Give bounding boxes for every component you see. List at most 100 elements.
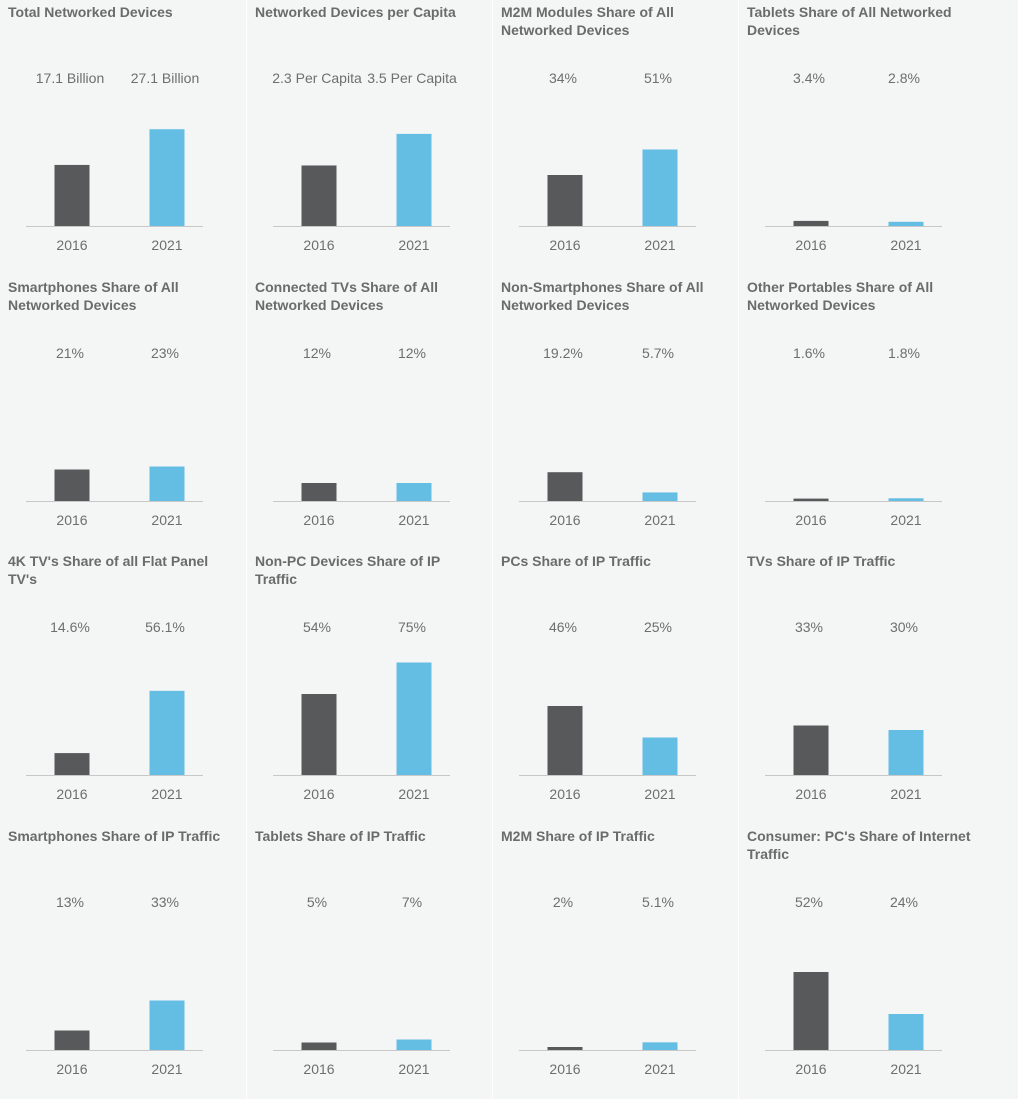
data-label: 24%: [890, 894, 918, 910]
bar-2021: [149, 690, 185, 775]
bar-2021: [396, 133, 432, 226]
x-tick-label: 2021: [644, 786, 675, 802]
x-tick-label: 2016: [795, 512, 826, 528]
chart-panel-8: Other Portables Share of All Networked D…: [738, 275, 984, 550]
data-label: 3.4%: [793, 70, 825, 86]
x-tick-label: 2021: [890, 786, 921, 802]
data-label: 2%: [553, 894, 573, 910]
chart-title: Non-Smartphones Share of All Networked D…: [501, 279, 704, 313]
chart-panel-5: Smartphones Share of All Networked Devic…: [0, 275, 246, 550]
chart-title: Non-PC Devices Share of IP Traffic: [255, 553, 440, 587]
chart-title: M2M Modules Share of All Networked Devic…: [501, 4, 674, 38]
x-tick-label: 2021: [398, 512, 429, 528]
data-label: 7%: [402, 894, 422, 910]
x-tick-label: 2021: [644, 1061, 675, 1077]
chart-title: Tablets Share of IP Traffic: [255, 828, 426, 844]
chart-title: Smartphones Share of All Networked Devic…: [8, 279, 179, 313]
data-label: 17.1 Billion: [36, 70, 105, 86]
bar-chart: 13% 2016 33% 2021: [26, 894, 203, 1077]
bar-2016: [301, 165, 337, 226]
chart-title: Connected TVs Share of All Networked Dev…: [255, 279, 439, 313]
chart-panel-14: Tablets Share of IP Traffic 5% 2016 7% 2021: [246, 824, 492, 1099]
x-tick-label: 2021: [644, 512, 675, 528]
chart-panel-6: Connected TVs Share of All Networked Dev…: [246, 275, 492, 550]
data-label: 19.2%: [543, 345, 583, 361]
chart-panel-4: Tablets Share of All Networked Devices 3.…: [738, 0, 984, 275]
data-label: 2.3 Per Capita: [272, 70, 362, 86]
bar-2021: [149, 1000, 185, 1050]
x-tick-label: 2016: [303, 237, 334, 253]
data-label: 23%: [151, 345, 179, 361]
bar-chart: 5% 2016 7% 2021: [273, 894, 450, 1077]
chart-panel-2: Networked Devices per Capita 2.3 Per Capi…: [246, 0, 492, 275]
data-label: 1.6%: [793, 345, 825, 361]
bar-2021: [642, 1042, 678, 1050]
x-tick-label: 2021: [151, 512, 182, 528]
bar-2021: [642, 737, 678, 775]
bar-2016: [547, 1047, 583, 1050]
x-tick-label: 2016: [795, 1061, 826, 1077]
data-label: 5.7%: [642, 345, 674, 361]
x-tick-label: 2016: [795, 237, 826, 253]
chart-panel-13: Smartphones Share of IP Traffic 13% 2016 33…: [0, 824, 246, 1099]
data-label: 1.8%: [888, 345, 920, 361]
x-tick-label: 2016: [795, 786, 826, 802]
data-label: 12%: [398, 345, 426, 361]
chart-title: Consumer: PC's Share of Internet Traffic: [747, 828, 971, 862]
data-label: 75%: [398, 619, 426, 635]
x-tick-label: 2016: [549, 786, 580, 802]
bar-2016: [793, 972, 829, 1050]
x-tick-label: 2021: [398, 786, 429, 802]
bar-2021: [149, 129, 185, 226]
x-tick-label: 2016: [549, 512, 580, 528]
bar-2016: [54, 469, 90, 501]
bar-chart: 33% 2016 30% 2021: [765, 619, 942, 802]
chart-title: Networked Devices per Capita: [255, 4, 456, 20]
chart-title: 4K TV's Share of all Flat Panel TV's: [8, 553, 209, 587]
data-label: 12%: [303, 345, 331, 361]
chart-panel-16: Consumer: PC's Share of Internet Traffic…: [738, 824, 984, 1099]
data-label: 25%: [644, 619, 672, 635]
data-label: 33%: [795, 619, 823, 635]
x-tick-label: 2021: [644, 237, 675, 253]
bar-2016: [301, 1042, 337, 1050]
bar-2016: [301, 483, 337, 501]
x-tick-label: 2021: [398, 1061, 429, 1077]
x-tick-label: 2016: [549, 1061, 580, 1077]
chart-panel-11: PCs Share of IP Traffic 46% 2016 25% 2021: [492, 549, 738, 824]
data-label: 30%: [890, 619, 918, 635]
bar-2021: [396, 662, 432, 775]
bar-2016: [54, 753, 90, 775]
chart-title: Other Portables Share of All Networked D…: [747, 279, 934, 313]
x-tick-label: 2021: [398, 237, 429, 253]
bar-2016: [547, 706, 583, 775]
bar-2021: [888, 730, 924, 775]
bar-2021: [396, 483, 432, 501]
data-label: 3.5 Per Capita: [367, 70, 457, 86]
bar-2016: [793, 220, 829, 226]
chart-title: PCs Share of IP Traffic: [501, 553, 651, 569]
chart-title: Tablets Share of All Networked Devices: [747, 4, 952, 38]
chart-panel-7: Non-Smartphones Share of All Networked D…: [492, 275, 738, 550]
data-label: 2.8%: [888, 70, 920, 86]
data-label: 33%: [151, 894, 179, 910]
chart-panel-9: 4K TV's Share of all Flat Panel TV's 14.6…: [0, 549, 246, 824]
bar-2016: [793, 498, 829, 501]
bar-2021: [396, 1039, 432, 1050]
x-tick-label: 2021: [890, 237, 921, 253]
x-tick-label: 2016: [56, 237, 87, 253]
bar-2016: [547, 175, 583, 226]
bar-2021: [888, 221, 924, 226]
bar-chart: 17.1 Billion 2016 27.1 Billion 2021: [26, 70, 203, 253]
bar-2021: [642, 149, 678, 226]
bar-chart: 2.3 Per Capita 2016 3.5 Per Capita 2021: [272, 70, 457, 253]
data-label: 13%: [56, 894, 84, 910]
x-tick-label: 2016: [549, 237, 580, 253]
data-label: 34%: [549, 70, 577, 86]
chart-grid: Total Networked Devices 17.1 Billion 2016 2…: [0, 0, 984, 1099]
x-tick-label: 2016: [56, 1061, 87, 1077]
x-tick-label: 2021: [151, 1061, 182, 1077]
data-label: 5.1%: [642, 894, 674, 910]
x-tick-label: 2021: [890, 512, 921, 528]
chart-title: Total Networked Devices: [8, 4, 173, 20]
